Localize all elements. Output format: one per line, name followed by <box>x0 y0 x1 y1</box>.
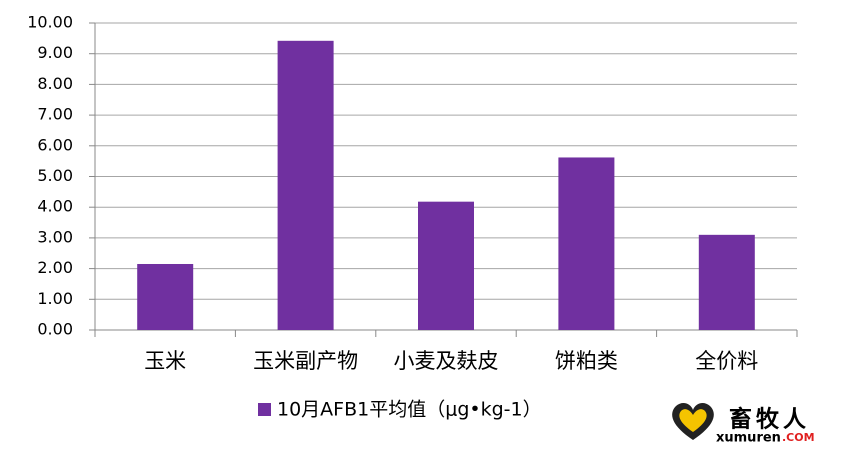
site-suffix: .COM <box>782 431 815 444</box>
bar <box>558 157 615 330</box>
watermark: 畜牧人 xumuren .COM <box>672 403 815 446</box>
y-tick-label: 1.00 <box>37 289 73 308</box>
bar <box>418 201 474 330</box>
bar <box>137 263 194 330</box>
x-tick-label: 饼粕类 <box>555 349 618 373</box>
y-tick-label: 5.00 <box>37 166 73 185</box>
y-tick-label: 2.00 <box>37 258 73 277</box>
y-tick-label: 3.00 <box>37 227 73 246</box>
x-tick-label: 全价料 <box>695 349 758 373</box>
bar <box>277 40 334 330</box>
x-tick-label: 小麦及麸皮 <box>394 349 499 373</box>
y-tick-label: 10.00 <box>27 13 73 32</box>
legend-label: 10月AFB1平均值（μg•kg-1） <box>277 399 542 421</box>
y-tick-label: 8.00 <box>37 74 73 93</box>
y-tick-label: 6.00 <box>37 135 73 154</box>
y-tick-label: 9.00 <box>37 43 73 62</box>
site-name: xumuren <box>716 431 781 446</box>
x-tick-label: 玉米 <box>144 349 186 373</box>
bar <box>698 234 755 330</box>
logo-heart-inner <box>679 409 707 432</box>
x-tick-label: 玉米副产物 <box>253 349 358 373</box>
logo-text: 畜牧人 <box>729 406 810 433</box>
y-tick-label: 0.00 <box>37 320 73 339</box>
y-tick-label: 4.00 <box>37 197 73 216</box>
y-tick-label: 7.00 <box>37 105 73 124</box>
legend-swatch <box>258 403 271 416</box>
